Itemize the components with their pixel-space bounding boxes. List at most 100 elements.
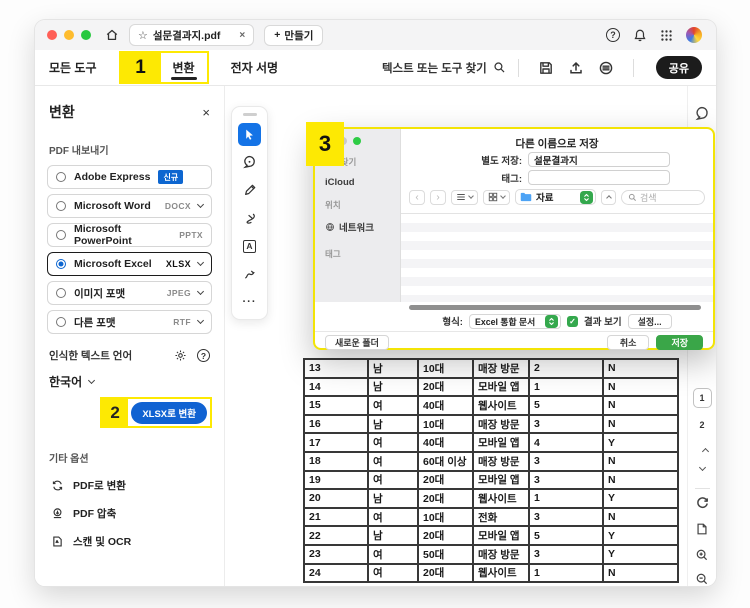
dialog-zoom-button[interactable] [353,137,361,145]
compress-pdf-item[interactable]: PDF 압축 [51,506,210,521]
close-window-button[interactable] [47,30,57,40]
export-option-word[interactable]: Microsoft Word DOCX [47,194,212,218]
select-tool[interactable] [238,122,261,146]
export-option-powerpoint[interactable]: Microsoft PowerPoint PPTX [47,223,212,247]
home-icon[interactable] [105,28,119,42]
sidebar-item-icloud[interactable]: iCloud [325,177,355,188]
comments-panel-icon[interactable] [688,106,716,122]
apps-grid-icon[interactable] [660,29,673,42]
table-cell: 남 [367,525,419,546]
convert-to-pdf-item[interactable]: PDF로 변환 [51,478,210,493]
file-list-area[interactable] [401,213,713,302]
export-option-image[interactable]: 이미지 포맷 JPEG [47,281,212,305]
panel-close-icon[interactable]: × [202,104,210,120]
save-icon[interactable] [538,60,554,76]
scan-ocr-item[interactable]: 스캔 및 OCR [51,534,210,549]
language-section-label: 인식한 텍스트 언어 [49,350,133,362]
export-option-adobe-express[interactable]: Adobe Express 신규 [47,165,212,189]
comment-tool[interactable] [238,151,261,174]
convert-xlsx-button[interactable]: XLSX로 변환 [131,401,207,424]
star-icon[interactable]: ☆ [138,29,148,42]
info-icon[interactable]: ? [197,349,210,362]
export-option-excel[interactable]: Microsoft Excel XLSX [47,252,212,276]
chevron-down-icon[interactable] [196,258,205,267]
language-dropdown[interactable]: 한국어 [49,373,210,390]
tab-bar: ☆ 설문결과지.pdf × + 만들기 ? [35,20,716,50]
export-option-other[interactable]: 다른 포맷 RTF [47,310,212,334]
table-cell: N [602,450,679,472]
erase-tool[interactable] [238,207,261,230]
export-section-label: PDF 내보내기 [49,146,109,157]
list-view-button[interactable] [451,189,478,205]
radio-unselected[interactable] [56,172,66,182]
ellipsis-icon: ··· [242,296,257,308]
callout-number-3: 3 [318,131,332,156]
page-up-icon[interactable] [688,446,716,456]
filename-input[interactable]: 설문결과지 [528,152,670,167]
create-tab-button[interactable]: + 만들기 [264,24,324,46]
table-cell: N [602,562,679,584]
drag-handle[interactable] [242,113,257,116]
export-file-icon[interactable] [688,522,716,536]
save-button[interactable]: 저장 [656,334,703,350]
rotate-refresh-icon[interactable] [688,496,716,511]
search-tools-button[interactable]: 텍스트 또는 도구 찾기 [382,60,506,76]
zoom-window-button[interactable] [81,30,91,40]
table-cell: 여 [367,432,419,453]
print-icon[interactable] [598,60,614,76]
new-folder-button[interactable]: 새로운 폴더 [325,334,389,350]
menu-esign[interactable]: 전자 서명 [230,61,279,75]
table-cell: 웹사이트 [472,562,530,584]
sidebar-item-network[interactable]: 네트워크 [325,220,400,234]
help-icon[interactable]: ? [606,28,620,42]
upload-share-icon[interactable] [568,60,584,76]
radio-unselected[interactable] [56,201,66,211]
close-tab-icon[interactable]: × [239,29,246,41]
menu-convert-tab[interactable]: 변환 [160,53,207,82]
forward-button[interactable]: › [430,189,446,205]
tags-input[interactable] [528,170,670,185]
icon-view-button[interactable] [483,189,510,205]
gear-icon[interactable] [174,349,187,362]
divider [632,58,634,77]
chevron-down-icon[interactable] [196,316,205,325]
format-dropdown[interactable]: Excel 통합 문서 [468,313,561,329]
zoom-out-icon[interactable] [688,572,716,586]
more-tools[interactable]: ··· [238,291,261,314]
dialog-search-field[interactable]: 검색 [621,189,705,205]
chevron-down-icon[interactable] [196,287,205,296]
search-icon [628,193,637,201]
share-button[interactable]: 공유 [655,56,702,79]
chevron-down-icon[interactable] [196,200,205,209]
page-indicator-2[interactable]: 2 [699,420,705,430]
sign-tool[interactable] [238,263,261,286]
horizontal-scrollbar[interactable] [409,305,701,310]
back-button[interactable]: ‹ [409,189,425,205]
callout-step-1: 1 변환 [118,51,209,84]
user-avatar[interactable] [686,27,702,43]
table-row: 20 남 20대 웹사이트 1 Y [303,488,679,509]
table-cell: 5 [528,395,604,416]
radio-selected[interactable] [56,259,66,269]
page-down-icon[interactable] [688,463,716,472]
draw-tool[interactable] [238,179,261,202]
menu-all-tools[interactable]: 모든 도구 [49,61,97,75]
radio-unselected[interactable] [56,317,66,327]
table-cell: 여 [367,450,419,472]
open-after-checkbox[interactable]: ✓ [566,315,578,327]
settings-button[interactable]: 설정... [627,313,672,329]
table-cell: 남 [367,488,419,509]
minimize-window-button[interactable] [64,30,74,40]
document-tab[interactable]: ☆ 설문결과지.pdf × [129,24,255,46]
collapse-disclosure-button[interactable] [601,189,616,205]
text-box-tool[interactable]: A [238,235,261,258]
folder-dropdown[interactable]: 자료 [515,189,596,205]
radio-unselected[interactable] [56,230,66,240]
notifications-bell-icon[interactable] [633,28,647,42]
radio-unselected[interactable] [56,288,66,298]
callout-number-1: 1 [120,53,161,82]
zoom-in-icon[interactable] [688,548,716,562]
page-indicator-1[interactable]: 1 [688,388,716,408]
table-cell: N [602,358,679,379]
cancel-button[interactable]: 취소 [606,334,650,350]
